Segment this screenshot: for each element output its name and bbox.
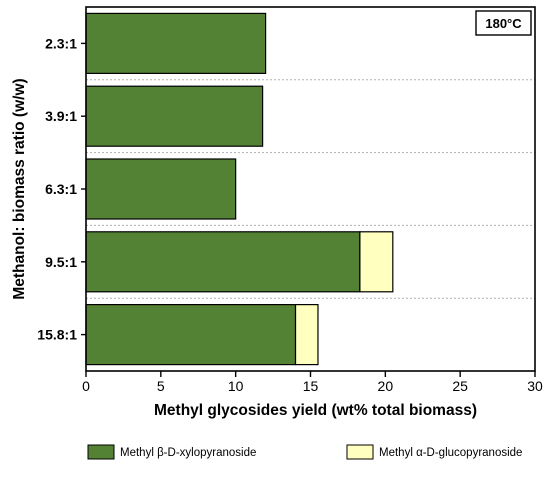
legend-swatch xyxy=(346,444,374,460)
x-axis-label: Methyl glycosides yield (wt% total bioma… xyxy=(154,402,477,419)
annotation-text: 180°C xyxy=(485,16,522,31)
legend-label: Methyl α-D-glucopyranoside xyxy=(379,447,522,459)
x-tick-label: 30 xyxy=(527,378,543,394)
bars xyxy=(85,12,394,366)
x-tick-label: 15 xyxy=(303,378,319,394)
y-axis-label: Methanol: biomass ratio (w/w) xyxy=(11,78,28,299)
legend-label: Methyl β-D-xylopyranoside xyxy=(120,447,256,459)
x-tick-label: 25 xyxy=(452,378,468,394)
bar-xylopyranoside xyxy=(85,158,237,220)
y-tick-label: 15.8:1 xyxy=(37,327,77,343)
x-tick-label: 20 xyxy=(378,378,394,394)
y-tick-labels: 2.3:1 3.9:1 6.3:1 9.5:1 15.8:1 xyxy=(37,35,86,343)
x-tick-label: 0 xyxy=(82,378,90,394)
legend-swatch xyxy=(87,444,115,460)
bar-glucopyranoside xyxy=(359,231,394,293)
bar-xylopyranoside xyxy=(85,85,264,147)
bar-xylopyranoside xyxy=(85,231,361,293)
x-tick-labels: 0 5 10 15 20 25 30 xyxy=(82,371,543,394)
x-tick-label: 10 xyxy=(228,378,244,394)
y-tick-label: 3.9:1 xyxy=(45,108,77,124)
bar-xylopyranoside xyxy=(85,12,267,74)
grid-lines xyxy=(86,79,535,299)
bar-glucopyranoside xyxy=(294,304,319,366)
x-tick-label: 5 xyxy=(157,378,165,394)
annotation-frame xyxy=(475,10,532,36)
y-tick-label: 6.3:1 xyxy=(45,181,77,197)
legend: Methyl β-D-xylopyranoside Methyl α-D-gluc… xyxy=(87,444,522,460)
y-tick-label: 9.5:1 xyxy=(45,254,77,270)
annotation-box: 180°C xyxy=(475,10,532,36)
y-tick-label: 2.3:1 xyxy=(45,35,77,51)
bar-xylopyranoside xyxy=(85,304,297,366)
